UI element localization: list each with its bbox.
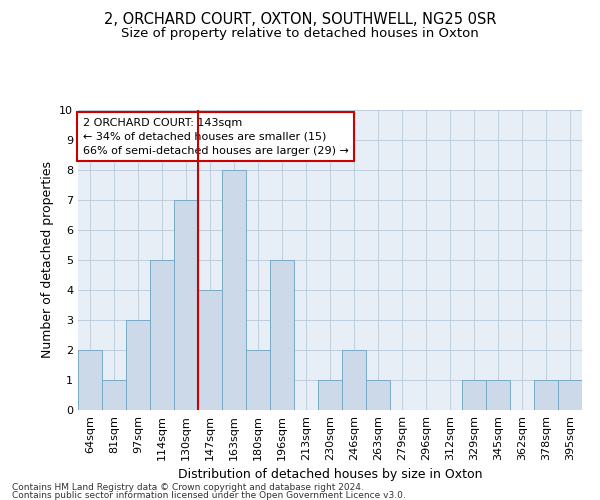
Bar [558, 380, 582, 410]
Bar [198, 290, 222, 410]
Bar [78, 350, 102, 410]
Bar [174, 200, 198, 410]
Bar [342, 350, 366, 410]
Bar [126, 320, 150, 410]
Text: 2 ORCHARD COURT: 143sqm
← 34% of detached houses are smaller (15)
66% of semi-de: 2 ORCHARD COURT: 143sqm ← 34% of detache… [83, 118, 349, 156]
Y-axis label: Number of detached properties: Number of detached properties [41, 162, 53, 358]
Bar [534, 380, 558, 410]
Bar [222, 170, 246, 410]
Bar [102, 380, 126, 410]
Text: Contains public sector information licensed under the Open Government Licence v3: Contains public sector information licen… [12, 492, 406, 500]
X-axis label: Distribution of detached houses by size in Oxton: Distribution of detached houses by size … [178, 468, 482, 481]
Bar [270, 260, 294, 410]
Bar [366, 380, 390, 410]
Bar [150, 260, 174, 410]
Text: 2, ORCHARD COURT, OXTON, SOUTHWELL, NG25 0SR: 2, ORCHARD COURT, OXTON, SOUTHWELL, NG25… [104, 12, 496, 28]
Bar [486, 380, 510, 410]
Bar [462, 380, 486, 410]
Text: Size of property relative to detached houses in Oxton: Size of property relative to detached ho… [121, 28, 479, 40]
Bar [318, 380, 342, 410]
Text: Contains HM Land Registry data © Crown copyright and database right 2024.: Contains HM Land Registry data © Crown c… [12, 483, 364, 492]
Bar [246, 350, 270, 410]
